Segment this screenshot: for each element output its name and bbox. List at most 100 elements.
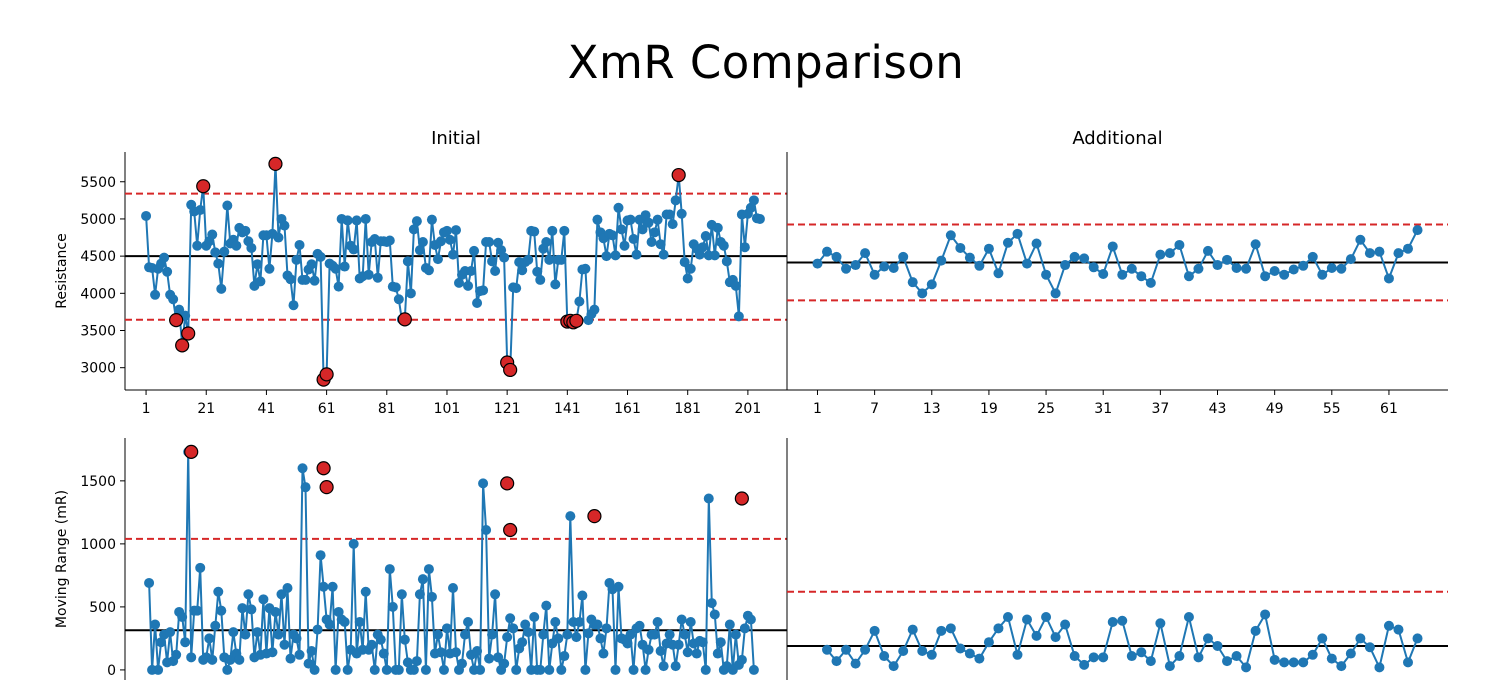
additional-x-point [1412,225,1423,236]
initial-mr-point [664,629,675,640]
initial-x-point [523,254,534,265]
initial-x-point [637,224,648,235]
initial-x-point [619,240,630,251]
additional-mr-point [955,643,966,654]
additional-x-point [1069,251,1080,262]
additional-mr-point [1326,653,1337,664]
initial-x-point [535,274,546,285]
additional-x-point [860,248,871,259]
initial-x-series-line [145,163,761,384]
initial-mr-point [529,611,540,622]
initial-mr-point [724,619,735,630]
initial-mr-point [577,590,588,601]
initial-mr-outlier-point [316,461,331,476]
initial-x-point [273,232,284,243]
initial-x-x-tick-label: 1 [142,401,151,417]
initial-mr-point [267,647,278,658]
additional-x-point [1031,238,1042,249]
initial-mr-point [730,629,741,640]
initial-x-point [685,263,696,274]
initial-mr-point [360,586,371,597]
initial-x-point [682,273,693,284]
initial-mr-point [571,632,582,643]
initial-mr-point [411,656,422,667]
initial-mr-outlier-point [503,522,518,538]
initial-mr-point [523,627,534,638]
initial-mr-point [210,620,221,631]
initial-x-outlier-point [268,156,283,171]
initial-mr-outlier-point [500,476,515,491]
additional-mr-point [1126,651,1137,662]
initial-mr-point [276,589,287,600]
additional-x-x-tick-label: 19 [980,401,998,417]
initial-x-point [631,249,642,260]
initial-x-point [454,277,465,288]
initial-mr-point [451,647,461,658]
additional-x-point [1183,271,1194,282]
initial-x-point [652,214,663,225]
initial-mr-point [375,634,386,645]
additional-mr-point [1222,656,1233,667]
additional-x-point [1393,248,1404,259]
initial-mr-point [493,652,504,663]
initial-mr-point [165,627,176,638]
additional-mr-point [1107,617,1118,628]
initial-x-point [168,294,179,305]
initial-mr-point [700,664,711,675]
initial-x-point [718,240,729,251]
additional-mr-point [1231,651,1242,662]
initial-x-point [246,242,257,253]
initial-x-point [472,297,483,308]
page-title: XmR Comparison [567,36,965,89]
additional-x-point [955,242,966,253]
additional-x-point [1326,263,1337,274]
initial-mr-point [481,525,492,536]
additional-mr-point [898,646,909,657]
initial-mr-point [613,581,624,592]
initial-x-y-tick-label: 4000 [80,286,116,302]
initial-x-x-tick-label: 21 [197,401,215,417]
initial-mr-point [243,589,254,600]
initial-mr-point [583,628,594,639]
initial-mr-point [739,623,750,634]
additional-x-point [850,260,861,271]
initial-mr-point [487,629,498,640]
initial-x-point [255,276,266,287]
initial-x-point [306,259,317,270]
initial-mr-y-tick-label: 500 [89,600,116,616]
initial-mr-point [748,664,759,675]
additional-mr-point [1279,657,1290,668]
initial-x-point [393,294,404,305]
initial-mr-point [601,623,612,634]
additional-mr-point [1355,633,1366,644]
additional-mr-point [1298,657,1309,668]
additional-x-point [1336,263,1347,274]
initial-x-point [195,205,206,216]
initial-mr-point [598,648,609,659]
initial-x-point [414,245,425,256]
additional-x-point [1164,248,1175,259]
initial-mr-point [745,614,756,625]
initial-x-point [441,225,452,236]
initial-x-point [351,215,362,226]
initial-x-outlier-point [569,313,584,328]
initial-mr-point [399,634,410,645]
initial-x-point [252,259,263,270]
initial-mr-point [216,605,227,616]
additional-mr-point [1393,624,1404,635]
additional-x-point [1288,264,1299,275]
additional-x-point [1126,263,1137,274]
initial-x-plot-area [125,156,787,387]
additional-x-x-tick-label: 25 [1037,401,1055,417]
initial-x-point [574,296,585,307]
initial-x-y-tick-label: 3000 [80,361,116,377]
initial-x-point [670,195,681,206]
additional-mr-point [841,644,852,655]
initial-x-point [739,242,750,253]
additional-x-x-tick-label: 55 [1323,401,1341,417]
initial-mr-point [318,581,329,592]
initial-mr-plot-area [125,444,787,675]
initial-mr-y-tick-label: 0 [107,663,116,679]
additional-x-x-tick-label: 13 [923,401,941,417]
